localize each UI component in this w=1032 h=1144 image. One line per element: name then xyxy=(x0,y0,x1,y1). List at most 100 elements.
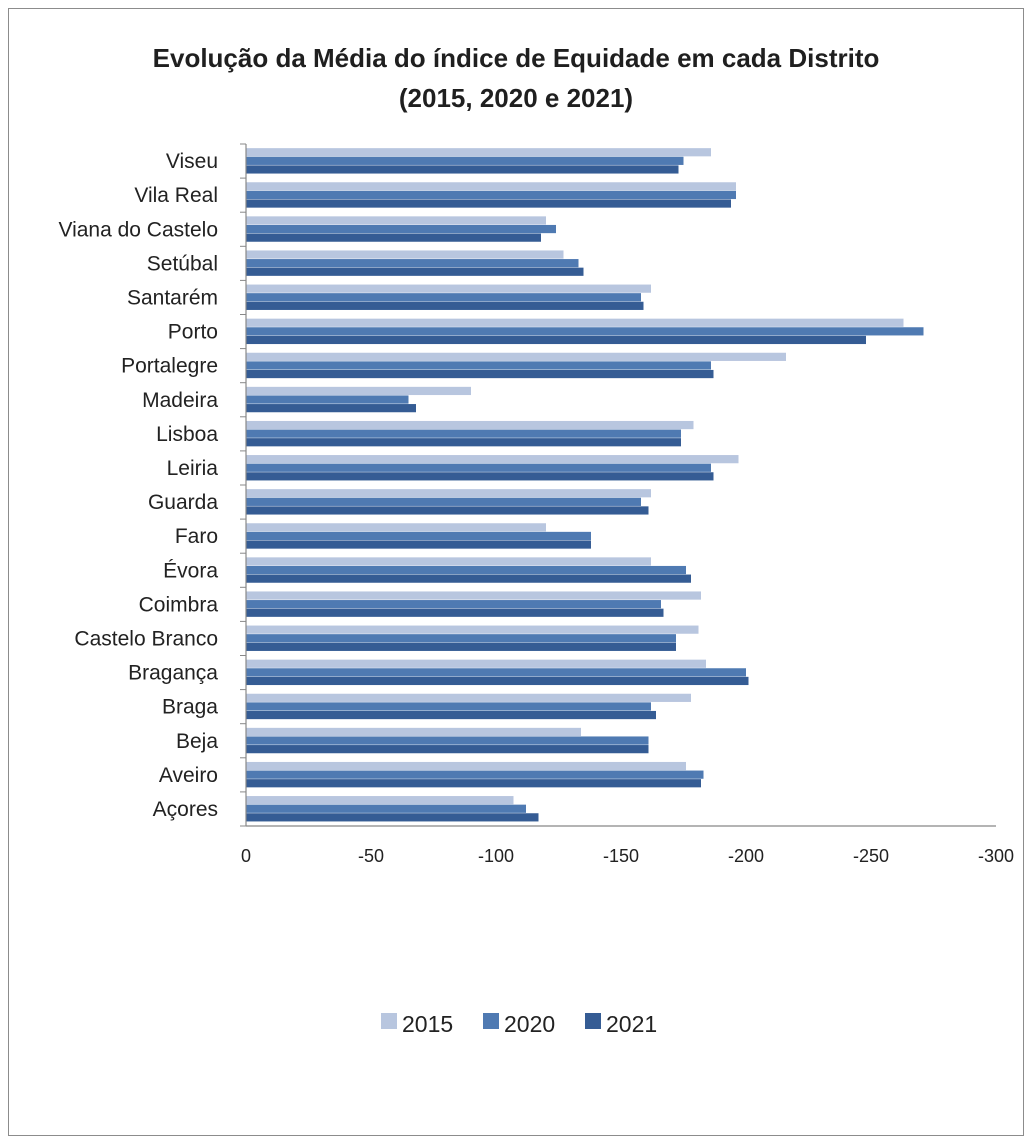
category-label-beja: Beja xyxy=(176,730,218,753)
category-label-portalegre: Portalegre xyxy=(121,355,218,378)
bar-viana-do-castelo-2015 xyxy=(246,216,546,225)
bar-coimbra-2020 xyxy=(246,600,661,609)
bar-beja-2021 xyxy=(246,745,649,754)
bar-braganca-2021 xyxy=(246,676,749,686)
legend-swatch-2015 xyxy=(381,1013,397,1029)
x-tick-labels: 0 -50 -100 -150 -200 -250 -300 xyxy=(241,846,1014,866)
bar-acores-2021 xyxy=(246,813,539,822)
category-label-porto: Porto xyxy=(168,321,218,344)
bar-lisboa-2015 xyxy=(246,420,694,430)
category-label-lisboa: Lisboa xyxy=(156,423,218,446)
bar-acores-2015 xyxy=(246,796,514,805)
bar-evora-2015 xyxy=(246,557,651,566)
bar-viseu-2015 xyxy=(246,148,711,157)
bar-setubal-2020 xyxy=(246,259,579,268)
bar-guarda-2015 xyxy=(246,489,651,498)
chart-title-line1: Evolução da Média do índice de Equidade … xyxy=(152,43,880,73)
bar-braga-2021 xyxy=(246,710,656,720)
bar-santarem-2021 xyxy=(246,301,644,310)
bar-viana-do-castelo-2020 xyxy=(246,224,556,234)
category-label-vila-real: Vila Real xyxy=(134,184,218,207)
bar-madeira-2021 xyxy=(246,404,416,413)
bar-vila-real-2021 xyxy=(246,199,731,208)
bar-leiria-2020 xyxy=(246,463,711,472)
category-label-faro: Faro xyxy=(175,525,218,548)
x-tick-label-neg200: -200 xyxy=(728,846,764,866)
bar-faro-2021 xyxy=(246,540,591,549)
bar-viseu-2021 xyxy=(246,165,679,174)
bar-setubal-2015 xyxy=(246,250,564,259)
category-label-castelo-branco: Castelo Branco xyxy=(74,627,218,650)
bar-castelo-branco-2021 xyxy=(246,642,676,651)
axes-group xyxy=(240,143,996,827)
category-label-viana-do-castelo: Viana do Castelo xyxy=(58,218,218,241)
x-tick-label-0: 0 xyxy=(241,846,251,866)
bar-porto-2021 xyxy=(246,335,866,345)
legend-label-2020: 2020 xyxy=(504,1011,555,1037)
bar-coimbra-2015 xyxy=(246,591,701,600)
bar-castelo-branco-2015 xyxy=(246,625,699,634)
category-label-evora: Évora xyxy=(163,559,218,582)
bar-acores-2020 xyxy=(246,804,526,813)
x-tick-label-neg250: -250 xyxy=(853,846,889,866)
category-label-acores: Açores xyxy=(153,798,218,821)
bar-viana-do-castelo-2021 xyxy=(246,233,541,242)
category-labels: Açores Aveiro Beja Braga Bragança Castelo Bra… xyxy=(58,150,218,821)
bar-braganca-2020 xyxy=(246,668,746,677)
category-label-viseu: Viseu xyxy=(166,150,218,173)
bar-lisboa-2020 xyxy=(246,429,681,438)
bar-faro-2015 xyxy=(246,523,546,532)
bar-portalegre-2015 xyxy=(246,352,786,361)
bar-beja-2015 xyxy=(246,727,581,737)
bar-portalegre-2021 xyxy=(246,369,714,379)
bar-madeira-2020 xyxy=(246,395,409,404)
x-tick-label-neg50: -50 xyxy=(358,846,384,866)
legend: 2015 2020 2021 xyxy=(381,1011,657,1037)
bar-guarda-2021 xyxy=(246,506,649,515)
bar-madeira-2015 xyxy=(246,386,471,396)
bar-guarda-2020 xyxy=(246,497,641,506)
bar-porto-2020 xyxy=(246,327,924,336)
category-label-setubal: Setúbal xyxy=(147,252,218,275)
x-tick-label-neg150: -150 xyxy=(603,846,639,866)
bar-leiria-2015 xyxy=(246,455,739,464)
category-label-aveiro: Aveiro xyxy=(159,764,218,787)
category-label-guarda: Guarda xyxy=(148,491,218,514)
bar-portalegre-2020 xyxy=(246,361,711,370)
bar-braga-2015 xyxy=(246,693,691,702)
category-label-santarem: Santarém xyxy=(127,286,218,309)
category-label-coimbra: Coimbra xyxy=(139,593,219,616)
legend-label-2015: 2015 xyxy=(402,1011,453,1037)
bar-lisboa-2021 xyxy=(246,438,681,447)
bar-coimbra-2021 xyxy=(246,608,664,617)
x-tick-label-neg300: -300 xyxy=(978,846,1014,866)
category-label-madeira: Madeira xyxy=(142,389,218,412)
legend-swatch-2021 xyxy=(585,1013,601,1029)
chart-title: Evolução da Média do índice de Equidade … xyxy=(0,38,1032,118)
bar-castelo-branco-2020 xyxy=(246,634,676,643)
bar-aveiro-2020 xyxy=(246,770,704,779)
bar-braga-2020 xyxy=(246,702,651,711)
bars-group xyxy=(246,148,924,822)
x-tick-label-neg100: -100 xyxy=(478,846,514,866)
category-label-braganca: Bragança xyxy=(128,662,218,685)
bar-evora-2021 xyxy=(246,574,691,583)
legend-label-2021: 2021 xyxy=(606,1011,657,1037)
category-label-braga: Braga xyxy=(162,696,218,719)
bar-aveiro-2021 xyxy=(246,779,701,788)
bar-aveiro-2015 xyxy=(246,761,686,771)
bar-faro-2020 xyxy=(246,531,591,541)
bar-evora-2020 xyxy=(246,565,686,575)
legend-swatch-2020 xyxy=(483,1013,499,1029)
bar-setubal-2021 xyxy=(246,267,584,276)
bar-leiria-2021 xyxy=(246,472,714,481)
category-label-leiria: Leiria xyxy=(167,457,219,480)
bar-braganca-2015 xyxy=(246,659,706,668)
bar-santarem-2020 xyxy=(246,293,641,302)
bar-santarem-2015 xyxy=(246,284,651,293)
bar-vila-real-2015 xyxy=(246,182,736,191)
bar-viseu-2020 xyxy=(246,156,684,165)
bar-porto-2015 xyxy=(246,318,904,327)
bar-beja-2020 xyxy=(246,736,649,745)
